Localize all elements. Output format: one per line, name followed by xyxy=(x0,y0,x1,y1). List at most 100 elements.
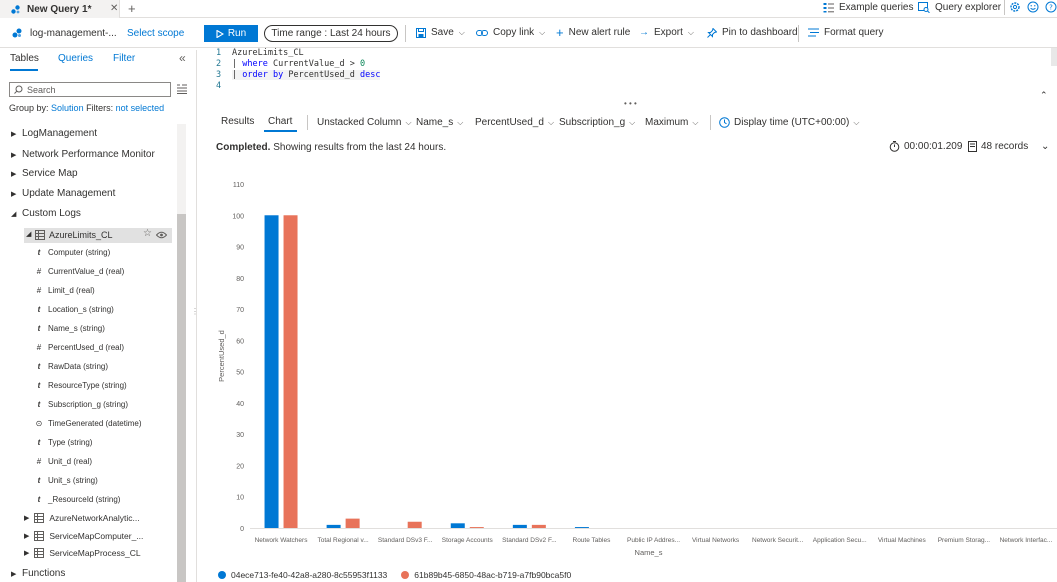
table-row[interactable]: ▶ ServiceMapProcess_CL xyxy=(24,548,141,558)
feedback-smiley-icon[interactable] xyxy=(1027,1,1039,13)
tab-filter[interactable]: Filter xyxy=(113,53,136,64)
resize-grip-icon[interactable]: • • • xyxy=(624,99,637,108)
split-column-dropdown[interactable]: Subscription_g ⌵ xyxy=(559,117,635,128)
y-tick-label: 80 xyxy=(236,276,244,283)
tab-tables[interactable]: Tables xyxy=(10,53,39,64)
export-arrow-icon: → xyxy=(639,27,649,38)
clock-icon xyxy=(719,117,730,128)
export-button[interactable]: → Export ⌵ xyxy=(639,27,694,38)
chart-type-dropdown[interactable]: Unstacked Column ⌵ xyxy=(317,117,412,128)
tab-chart[interactable]: Chart xyxy=(268,116,293,127)
column-item[interactable]: t Unit_s (string) xyxy=(35,476,98,485)
bar-series-2 xyxy=(531,524,546,528)
display-time-value: Display time (UTC+00:00) xyxy=(734,117,850,128)
table-row-azurelimits[interactable]: ◢ AzureLimits_CL ☆ xyxy=(24,228,172,243)
tab-new-query[interactable]: New Query 1* xyxy=(0,0,120,18)
query-explorer-link[interactable]: Query explorer xyxy=(918,2,1001,13)
query-editor[interactable]: 1 2 3 4 AzureLimits_CL | where CurrentVa… xyxy=(205,48,1057,104)
scrollbar-thumb[interactable] xyxy=(177,214,186,582)
copy-link-button[interactable]: Copy link ⌵ xyxy=(476,27,545,38)
column-item[interactable]: t Location_s (string) xyxy=(35,305,114,314)
string-type-icon: t xyxy=(37,495,41,504)
splitter-grip-icon[interactable]: ⋮ xyxy=(191,307,199,316)
aggregation-dropdown[interactable]: Maximum ⌵ xyxy=(645,117,698,128)
bar-series-1 xyxy=(574,527,589,528)
code-line-2: | where CurrentValue_d > 0 xyxy=(232,59,366,69)
column-item[interactable]: # Unit_d (real) xyxy=(35,457,92,466)
x-column-dropdown[interactable]: Name_s ⌵ xyxy=(416,117,463,128)
save-button[interactable]: Save ⌵ xyxy=(416,27,465,38)
column-item[interactable]: t Computer (string) xyxy=(35,248,111,257)
preview-eye-icon[interactable] xyxy=(156,231,167,239)
legend-item-series-2[interactable]: 61b89b45-6850-48ac-b719-a7fb90bca5f0 xyxy=(401,570,571,580)
column-item[interactable]: # CurrentValue_d (real) xyxy=(35,267,125,276)
help-icon[interactable]: ? xyxy=(1045,1,1057,13)
table-row[interactable]: ▶ ServiceMapComputer_... xyxy=(24,531,143,541)
column-chart: 0 10 20 30 40 50 60 70 80 90 100 110 PercentUsed_d Ne… xyxy=(217,182,1057,557)
column-label: Unit_d (real) xyxy=(48,457,93,466)
caret-right-icon: ▶ xyxy=(11,170,17,178)
format-query-button[interactable]: Format query xyxy=(808,27,883,38)
column-item[interactable]: t Subscription_g (string) xyxy=(35,400,128,409)
y-tick-label: 100 xyxy=(232,213,244,220)
string-type-icon: t xyxy=(37,476,41,485)
add-tab-icon[interactable]: + xyxy=(128,1,136,16)
tab-results[interactable]: Results xyxy=(221,116,255,127)
string-type-icon: t xyxy=(37,248,41,257)
chart-legend: 04ece713-fe40-42a8-a280-8c55953f1133 61b… xyxy=(218,570,571,580)
chevron-down-icon: ⌵ xyxy=(692,117,699,127)
close-tab-icon[interactable]: ✕ xyxy=(110,3,119,14)
table-icon xyxy=(34,513,45,523)
group-by-value[interactable]: Solution xyxy=(51,103,84,113)
line-number: 4 xyxy=(216,81,222,91)
tree-item-service-map[interactable]: ▶ Service Map xyxy=(11,168,78,179)
tree-item-update-management[interactable]: ▶ Update Management xyxy=(11,188,115,199)
tab-queries[interactable]: Queries xyxy=(58,53,94,64)
line-number: 3 xyxy=(216,70,222,80)
column-item[interactable]: # Limit_d (real) xyxy=(35,286,95,295)
schema-search-input[interactable]: Search xyxy=(9,82,171,97)
y-column-dropdown[interactable]: PercentUsed_d ⌵ xyxy=(475,117,554,128)
table-name: ServiceMapProcess_CL xyxy=(49,548,141,558)
column-item[interactable]: t _ResourceId (string) xyxy=(35,495,121,504)
column-label: PercentUsed_d (real) xyxy=(48,343,125,352)
column-item[interactable]: t Type (string) xyxy=(35,438,93,447)
new-alert-rule-button[interactable]: + New alert rule xyxy=(556,26,630,39)
column-item[interactable]: # PercentUsed_d (real) xyxy=(35,343,124,352)
bar-series-1 xyxy=(264,215,279,528)
expand-chevron-icon[interactable]: ⌄ xyxy=(1041,141,1050,152)
tree-item-functions[interactable]: ▶ Functions xyxy=(11,568,65,579)
tab-title: New Query 1* xyxy=(27,3,92,15)
pin-to-dashboard-button[interactable]: Pin to dashboard xyxy=(707,27,798,38)
column-item[interactable]: t RawData (string) xyxy=(35,362,108,371)
tree-item-network-performance-monitor[interactable]: ▶ Network Performance Monitor xyxy=(11,149,155,160)
column-item[interactable]: ⊙ TimeGenerated (datetime) xyxy=(35,419,142,428)
tree-item-logmanagement[interactable]: ▶ LogManagement xyxy=(11,128,97,139)
filter-list-icon[interactable] xyxy=(177,84,187,94)
collapse-editor-icon[interactable]: ⌃ xyxy=(1040,90,1048,100)
table-name: ServiceMapComputer_... xyxy=(49,531,144,541)
tree-item-custom-logs[interactable]: ◢ Custom Logs xyxy=(11,208,81,219)
pin-to-dashboard-label: Pin to dashboard xyxy=(722,27,798,38)
editor-scrollbar[interactable] xyxy=(1051,48,1057,66)
filters-value[interactable]: not selected xyxy=(115,103,165,113)
time-range-picker[interactable]: Time range : Last 24 hours xyxy=(264,25,398,42)
table-row[interactable]: ▶ AzureNetworkAnalytic... xyxy=(24,513,140,523)
query-tab-icon xyxy=(10,4,21,15)
caret-down-icon: ◢ xyxy=(26,231,32,238)
legend-item-series-1[interactable]: 04ece713-fe40-42a8-a280-8c55953f1133 xyxy=(218,570,387,580)
display-time-dropdown[interactable]: Display time (UTC+00:00) ⌵ xyxy=(719,117,859,128)
legend-dot xyxy=(401,571,410,579)
play-icon xyxy=(216,29,224,38)
select-scope-link[interactable]: Select scope xyxy=(127,28,185,39)
example-queries-link[interactable]: Example queries xyxy=(823,2,913,13)
column-item[interactable]: t Name_s (string) xyxy=(35,324,105,333)
search-icon xyxy=(14,85,23,94)
settings-gear-icon[interactable] xyxy=(1009,1,1021,13)
panel-splitter[interactable] xyxy=(196,50,197,582)
column-item[interactable]: t ResourceType (string) xyxy=(35,381,127,390)
collapse-panel-icon[interactable]: « xyxy=(179,51,186,65)
run-button[interactable]: Run xyxy=(204,25,258,42)
column-label: _ResourceId (string) xyxy=(48,495,121,504)
star-icon[interactable]: ☆ xyxy=(143,228,152,239)
